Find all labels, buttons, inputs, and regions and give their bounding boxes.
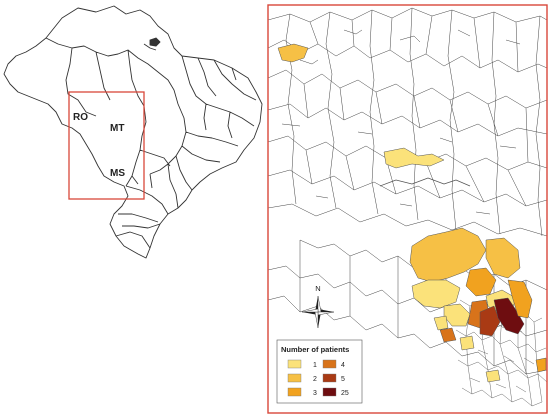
river [379,177,471,187]
region-small-orange-1 [439,327,457,343]
legend-label-4: 4 [341,362,345,369]
detail-map: N Number of patients 1 2 3 4 5 25 [267,4,548,414]
legend-title: Number of patients [281,345,349,354]
region-orange-south [465,267,497,297]
region-small-yellow-3 [485,369,501,383]
brazil-outline [3,5,263,259]
state-label-mt: MT [110,123,124,134]
north-arrow [301,295,335,329]
legend-swatch-1 [287,359,302,369]
island [149,37,161,47]
legend-label-3: 3 [313,390,317,397]
region-small-yellow-2 [459,335,475,351]
legend: Number of patients 1 2 3 4 5 25 [276,339,363,404]
state-borders [45,37,257,249]
legend-swatch-2 [287,373,302,383]
overview-map [3,5,263,259]
region-orange-east [485,237,521,279]
overview-highlight-frame [68,91,145,200]
region-brown [479,305,501,337]
region-yellow-west [411,279,461,309]
detail-map-frame [267,4,548,414]
legend-swatch-4 [322,359,337,369]
legend-swatch-3 [287,387,302,397]
legend-label-5: 5 [341,376,345,383]
region-yellow-south [443,303,471,327]
region-orange-east2 [507,279,533,319]
region-small-orange-2 [535,357,547,373]
north-arrow-label: N [315,284,320,293]
region-orange-large [409,227,487,283]
legend-swatch-6 [322,387,337,397]
coast-detail [143,43,157,51]
legend-label-1: 1 [313,362,317,369]
state-label-ms: MS [110,168,125,179]
region-yellow-mid [383,147,445,169]
region-yellow-top [277,43,309,63]
region-darkest [493,297,525,335]
region-small-yellow-1 [433,315,449,331]
legend-label-6: 25 [341,390,349,397]
legend-label-2: 2 [313,376,317,383]
state-label-ro: RO [73,112,88,123]
legend-swatch-5 [322,373,337,383]
